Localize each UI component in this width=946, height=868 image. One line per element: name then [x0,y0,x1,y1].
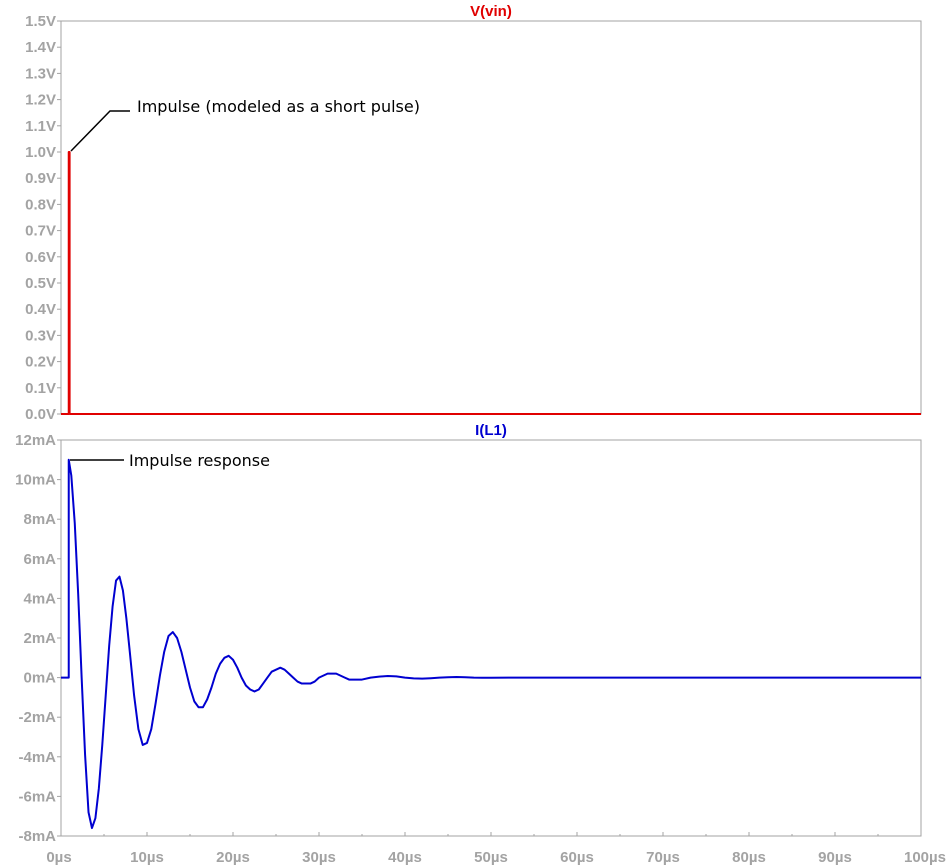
vin-ytick-label: 1.3V [25,65,56,82]
vin-annotation-text: Impulse (modeled as a short pulse) [137,97,420,116]
vin-ytick-label: 0.8V [25,196,56,213]
vin-ytick-label: 0.3V [25,327,56,344]
vin-ytick-label: 0.2V [25,354,56,371]
il1-x-axis: 0µs 10µs 20µs 30µs 40µs 50µs 60µs 70µs 80µs 90µs 1… [46,832,946,866]
il1-annotation-text: Impulse response [129,451,270,470]
il1-ytick-label: 4mA [23,590,56,607]
il1-ytick-label: 2mA [23,630,56,647]
vin-plot: V(vin) 0.0V0.1V0.2V0.3V0.4V0.5V0.6V0.7V0… [25,3,922,423]
il1-ytick-label: 8mA [23,511,56,528]
il1-xtick-label: 90µs [818,849,852,866]
vin-plot-frame [60,20,922,415]
vin-ytick-label: 0.9V [25,170,56,187]
vin-ytick-label: 0.1V [25,380,56,397]
il1-ytick-label: -6mA [18,788,56,805]
il1-series-line [61,458,921,830]
il1-plot-frame [60,439,922,837]
il1-trace-group [61,458,921,830]
il1-xtick-label: 70µs [646,849,680,866]
vin-annotation-leader [70,110,130,152]
il1-xtick-label: 100µs [904,849,946,866]
vin-ytick-label: 0.6V [25,249,56,266]
vin-ytick-label: 1.5V [25,13,56,30]
il1-xtick-label: 60µs [560,849,594,866]
il1-ytick-label: 0mA [23,670,56,687]
il1-plot: I(L1) -8mA -6mA -4mA -2mA 0mA 2mA 4mA 6mA 8mA 10m… [15,422,946,866]
vin-y-axis: 0.0V 0.1V 0.2V 0.3V 0.4V 0.5V 0.6V 0.7V 0.8V 0.9V… [25,13,61,423]
il1-ytick-label: -4mA [18,749,56,766]
il1-ytick-label: 6mA [23,551,56,568]
il1-xtick-label: 10µs [130,849,164,866]
il1-xtick-label: 80µs [732,849,766,866]
vin-ytick-label: 1.4V [25,39,56,56]
il1-ytick-label: -8mA [18,828,56,845]
vin-ytick-label: 0.5V [25,275,56,292]
il1-xtick-label: 20µs [216,849,250,866]
vin-ytick-label: 1.0V [25,144,56,161]
il1-xtick-label: 40µs [388,849,422,866]
vin-ytick-label: 0.7V [25,223,56,240]
il1-ytick-label: 12mA [15,432,56,449]
il1-ytick-label: 10mA [15,472,56,489]
il1-xtick-label: 50µs [474,849,508,866]
vin-annotation: Impulse (modeled as a short pulse) [70,97,420,152]
il1-ytick-label: -2mA [18,709,56,726]
il1-xtick-label: 30µs [302,849,336,866]
il1-y-axis: -8mA -6mA -4mA -2mA 0mA 2mA 4mA 6mA 8mA 10mA 12mA [15,432,61,845]
vin-ytick-label: 0.4V [25,301,56,318]
il1-plot-title: I(L1) [475,422,507,439]
vin-trace-group [61,151,921,415]
vin-ytick-label: 0.0V [25,406,56,423]
il1-xtick-label: 0µs [46,849,71,866]
vin-plot-title: V(vin) [470,3,512,20]
il1-annotation: Impulse response [70,451,270,470]
vin-ytick-label: 1.1V [25,118,56,135]
vin-series-line [61,151,921,415]
vin-ytick-label: 1.2V [25,92,56,109]
